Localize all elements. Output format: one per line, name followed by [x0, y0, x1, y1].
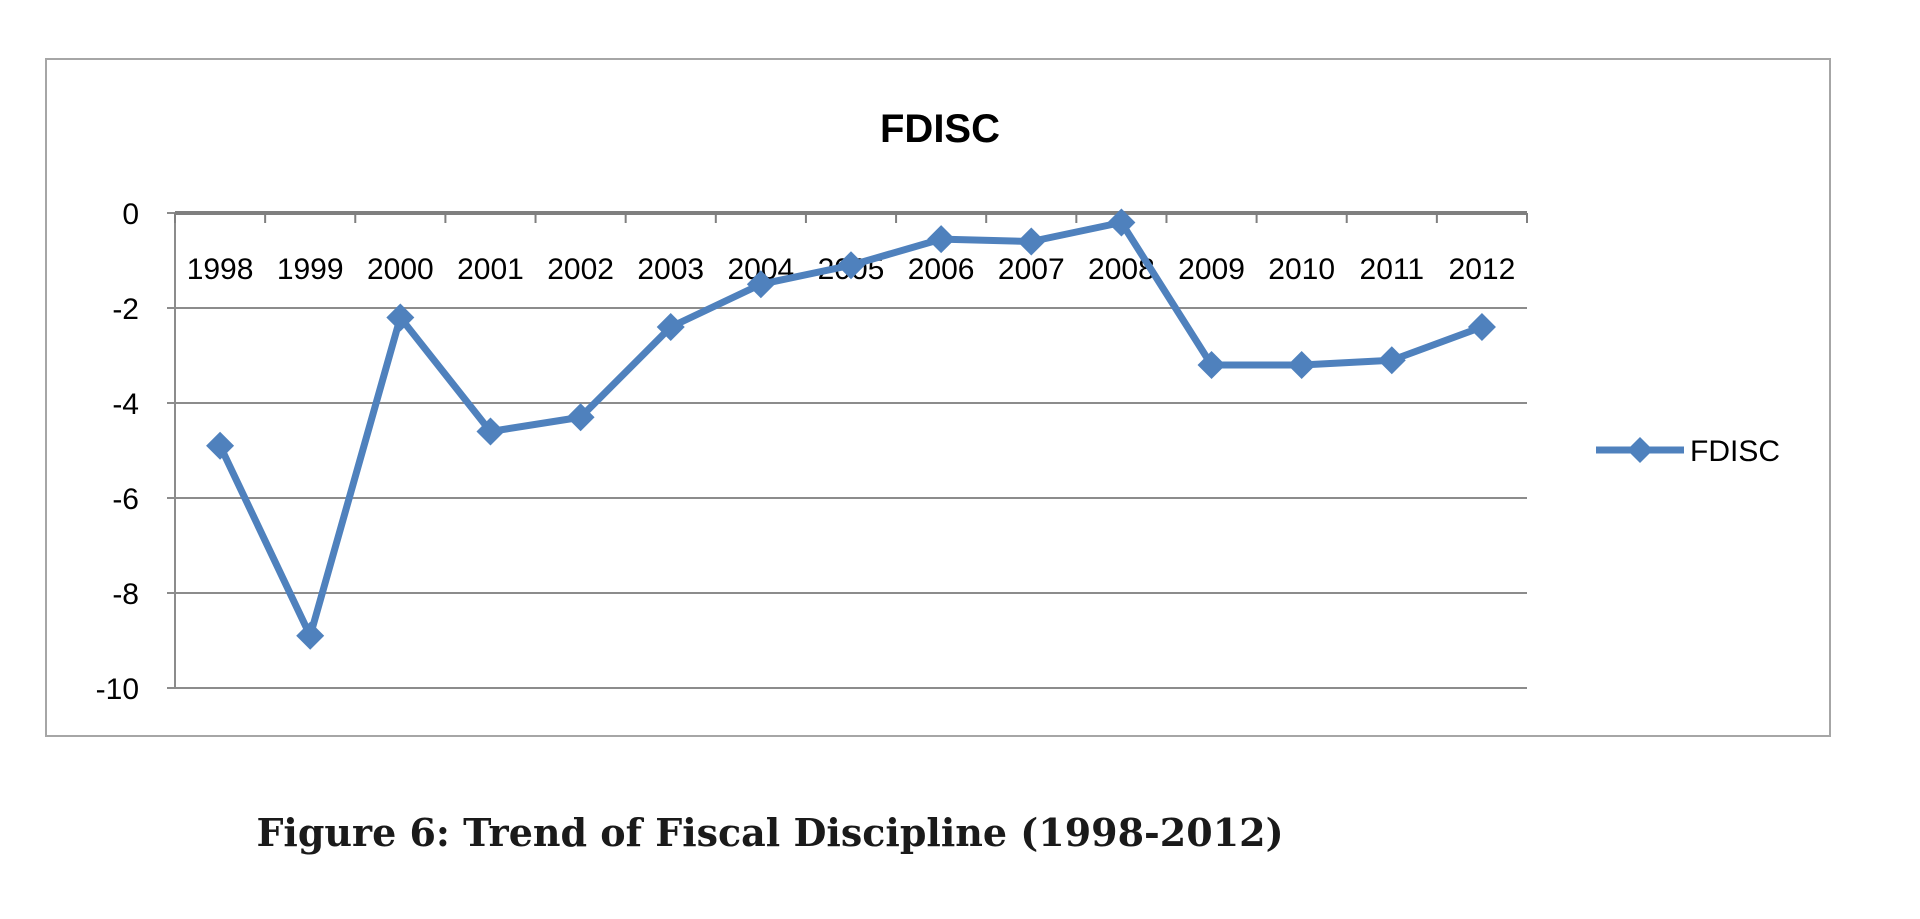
data-point — [746, 270, 775, 299]
x-tick-labels: 1998199920002001200220032004200520062007… — [187, 253, 1516, 286]
data-point — [1467, 313, 1496, 341]
x-tick-label: 1998 — [187, 253, 254, 286]
data-point — [837, 251, 865, 280]
figure-caption: Figure 6: Trend of Fiscal Discipline (19… — [256, 810, 1284, 855]
y-tick-label: 0 — [122, 198, 139, 231]
data-point — [476, 417, 505, 446]
x-tick-label: 2000 — [367, 253, 434, 286]
y-tick-labels: 0 -2 -4 -6 -8 -10 — [96, 198, 139, 706]
x-tick-label: 2011 — [1360, 253, 1425, 286]
data-point — [386, 303, 415, 332]
data-point — [296, 621, 325, 650]
data-point — [1107, 208, 1136, 237]
legend-marker — [1627, 437, 1653, 463]
chart-title: FDISC — [880, 107, 1000, 151]
data-point — [1377, 346, 1406, 375]
legend: FDISC — [1596, 435, 1780, 468]
y-tick-label: -4 — [112, 388, 139, 421]
x-tick-label: 2007 — [998, 253, 1065, 286]
data-point — [1287, 351, 1316, 379]
x-tick-label: 2003 — [637, 253, 704, 286]
data-point — [566, 403, 595, 432]
data-point — [656, 313, 685, 341]
x-tick-label: 2006 — [908, 253, 975, 286]
axes — [167, 211, 1528, 689]
x-tick-label: 2010 — [1268, 253, 1335, 286]
y-tick-label: -8 — [112, 578, 139, 611]
data-point — [1017, 227, 1046, 256]
data-point — [1197, 351, 1226, 379]
y-tick-label: -2 — [112, 293, 139, 326]
series-fdisc — [206, 208, 1496, 650]
x-tick-label: 1999 — [277, 253, 344, 286]
data-point — [206, 431, 235, 460]
legend-label: FDISC — [1690, 435, 1780, 468]
data-point — [927, 225, 956, 254]
chart-frame — [45, 58, 1831, 737]
x-tick-label: 2009 — [1178, 253, 1245, 286]
x-tick-label: 2002 — [547, 253, 614, 286]
y-tick-label: -6 — [112, 483, 139, 516]
x-tick-label: 2001 — [457, 253, 524, 286]
x-tick-label: 2012 — [1449, 253, 1516, 286]
y-tick-label: -10 — [96, 673, 139, 706]
